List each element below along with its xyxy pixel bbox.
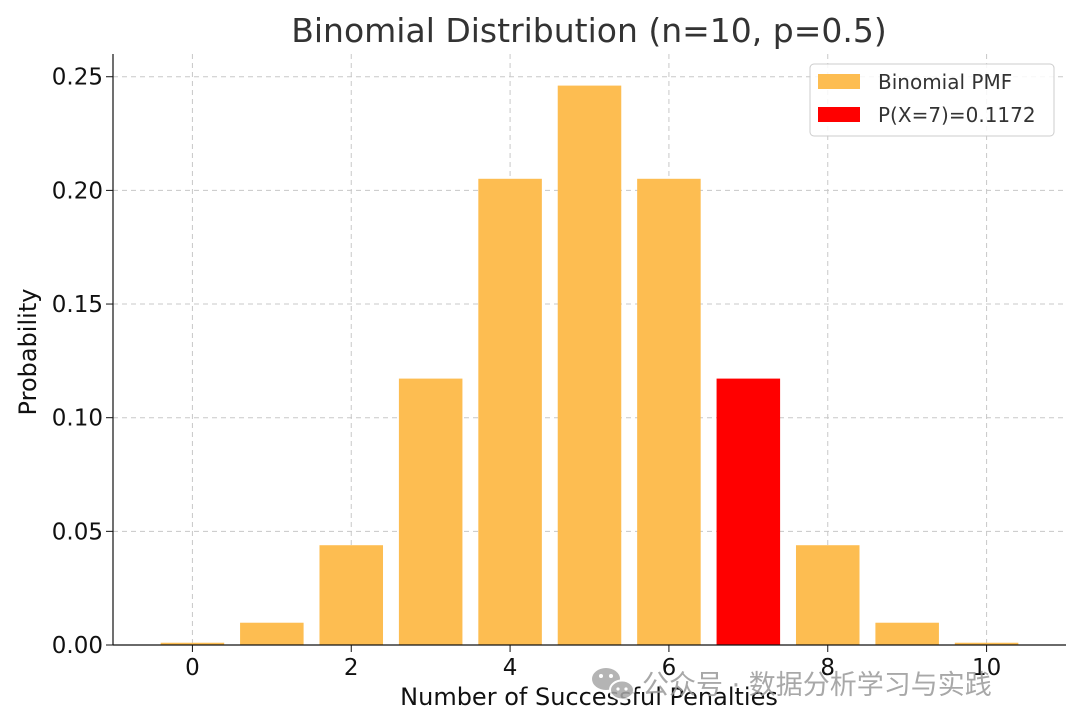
bar-x-9 [875,622,939,645]
y-tick-label: 0.10 [52,406,103,432]
y-tick-label: 0.05 [52,519,103,545]
legend-swatch-binomial-pmf [818,74,860,89]
y-axis-label: Probability [14,289,42,416]
y-tick-label: 0.00 [52,633,103,659]
y-tick-label: 0.15 [52,292,103,318]
bar-x-5 [557,85,622,646]
x-tick-label: 0 [185,655,200,681]
x-tick-label: 6 [662,655,677,681]
legend-swatch-highlight [818,107,860,122]
bar-x-3 [398,378,463,645]
x-tick-label: 2 [344,655,359,681]
legend-label-binomial-pmf: Binomial PMF [878,70,1012,94]
bar-x-0 [160,642,225,645]
bar-x-4 [478,178,542,646]
bar-highlight-x-7 [716,378,781,645]
watermark-text: 公众号 · 数据分析学习与实践 [642,670,992,701]
bar-x-8 [795,545,860,645]
y-tick-label: 0.20 [52,178,103,204]
bar-x-10 [954,642,1019,645]
x-tick-label: 8 [820,655,835,681]
bars [160,85,1019,646]
bar-x-1 [240,622,304,645]
x-tick-label: 4 [503,655,518,681]
watermark: 公众号 · 数据分析学习与实践 [592,668,992,701]
wechat-icon [592,668,635,701]
y-tick-label: 0.25 [52,65,103,91]
bar-x-6 [637,178,701,646]
bar-x-2 [319,545,384,645]
legend-frame [809,63,1055,137]
chart-title: Binomial Distribution (n=10, p=0.5) [291,11,886,50]
legend-label-highlight: P(X=7)=0.1172 [878,103,1036,127]
tick-labels: 0.00 0.05 0.10 0.15 0.20 0.25 0 2 4 6 8 10 [52,65,1001,681]
x-axis-label: Number of Successful Penalties [400,683,778,711]
x-tick-label: 10 [972,655,1001,681]
axes [106,54,1066,652]
legend: Binomial PMF P(X=7)=0.1172 [809,63,1055,137]
